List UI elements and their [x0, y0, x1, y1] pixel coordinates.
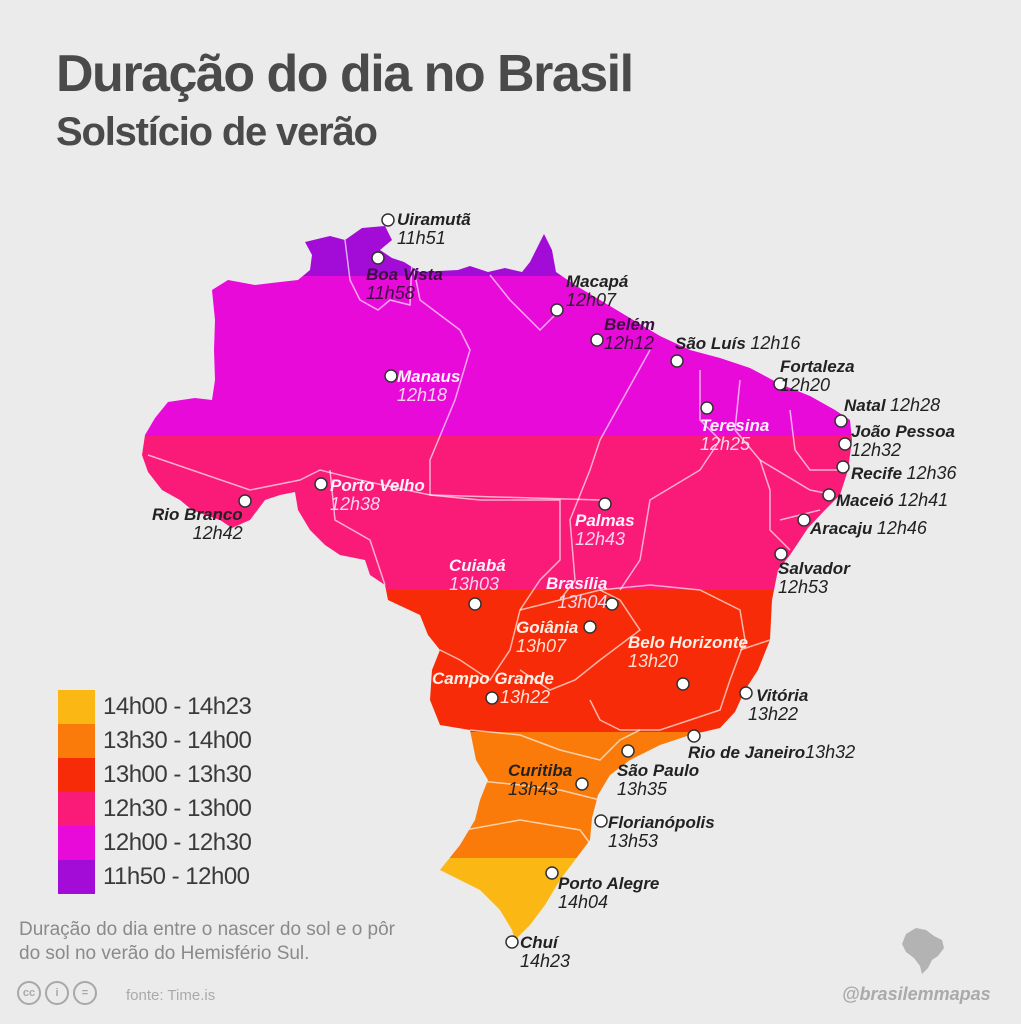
legend-item: 14h00 - 14h23 [58, 690, 252, 724]
city-label-vitoria: Vitória 13h22 [748, 686, 809, 724]
city-label-cuiaba: Cuiabá 13h03 [449, 556, 506, 594]
city-label-porto-alegre: Porto Alegre 14h04 [558, 874, 660, 912]
city-label-curitiba: Curitiba 13h43 [508, 761, 573, 799]
city-label-porto-velho: Porto Velho 12h38 [330, 476, 425, 514]
state-borders [147, 239, 840, 851]
author-handle[interactable]: @brasilemmapas [842, 984, 991, 1004]
no-derivatives-icon: = [73, 981, 97, 1005]
city-label-salvador: Salvador 12h53 [778, 559, 850, 597]
marker-brasilia[interactable] [605, 597, 619, 611]
marker-campo-grande[interactable] [485, 691, 499, 705]
source-credit: fonte: Time.is [126, 987, 216, 1004]
city-label-uiramuta: Uiramutã 11h51 [397, 210, 471, 248]
legend-swatch [58, 792, 95, 826]
city-label-rio-de-janeiro: Rio de Janeiro13h32 [688, 742, 856, 762]
marker-curitiba[interactable] [575, 777, 589, 791]
city-label-chui: Chuí 14h23 [520, 933, 571, 971]
city-label-recife: Recife 12h36 [851, 463, 957, 483]
city-label-sao-paulo: São Paulo 13h35 [617, 761, 700, 799]
city-label-aracaju: Aracaju 12h46 [810, 518, 927, 538]
marker-maceio[interactable] [822, 488, 836, 502]
city-label-fortaleza: Fortaleza 12h20 [780, 357, 855, 395]
legend-swatch [58, 860, 95, 894]
city-label-sao-luis: São Luís 12h16 [675, 333, 801, 353]
marker-boa-vista[interactable] [371, 251, 385, 265]
marker-recife[interactable] [836, 460, 850, 474]
legend-item: 13h00 - 13h30 [58, 758, 252, 792]
marker-rio-branco[interactable] [238, 494, 252, 508]
brazil-logo-icon [902, 928, 944, 974]
marker-palmas[interactable] [598, 497, 612, 511]
legend-swatch [58, 758, 95, 792]
marker-goiania[interactable] [583, 620, 597, 634]
legend-swatch [58, 690, 95, 724]
marker-natal[interactable] [834, 414, 848, 428]
city-label-belo-horizonte: Belo Horizonte 13h20 [628, 633, 748, 671]
city-label-maceio: Maceió 12h41 [836, 490, 949, 510]
marker-joao-pessoa[interactable] [838, 437, 852, 451]
city-label-joao-pessoa: João Pessoa 12h32 [851, 422, 955, 460]
band-1150-1200 [142, 226, 852, 276]
legend-item: 12h00 - 12h30 [58, 826, 252, 860]
marker-vitoria[interactable] [739, 686, 753, 700]
marker-florianopolis[interactable] [594, 814, 608, 828]
legend-swatch [58, 826, 95, 860]
marker-cuiaba[interactable] [468, 597, 482, 611]
marker-fortaleza[interactable] [773, 377, 787, 391]
marker-rio-de-janeiro[interactable] [687, 729, 701, 743]
cc-icon: cc [17, 981, 41, 1005]
footnote: Duração do dia entre o nascer do sol e o… [19, 919, 396, 964]
legend-item: 12h30 - 13h00 [58, 792, 252, 826]
city-label-belem: Belém 12h12 [604, 315, 656, 353]
city-label-macapa: Macapá 12h07 [566, 272, 629, 310]
page-title: Duração do dia no Brasil [56, 45, 634, 103]
marker-porto-velho[interactable] [314, 477, 328, 491]
license-icons: cc i = [17, 981, 97, 1005]
legend-item: 13h30 - 14h00 [58, 724, 252, 758]
city-markers [238, 213, 852, 949]
marker-aracaju[interactable] [797, 513, 811, 527]
marker-uiramuta[interactable] [381, 213, 395, 227]
city-label-rio-branco: Rio Branco 12h42 [152, 505, 243, 543]
city-label-palmas: Palmas 12h43 [575, 511, 635, 549]
marker-manaus[interactable] [384, 369, 398, 383]
marker-sao-paulo[interactable] [621, 744, 635, 758]
marker-belem[interactable] [590, 333, 604, 347]
attribution-icon: i [45, 981, 69, 1005]
city-label-natal: Natal 12h28 [844, 395, 941, 415]
page-subtitle: Solstício de verão [56, 110, 378, 154]
marker-chui[interactable] [505, 935, 519, 949]
marker-salvador[interactable] [774, 547, 788, 561]
city-label-goiania: Goiânia 13h07 [516, 618, 579, 656]
legend-item: 11h50 - 12h00 [58, 860, 251, 894]
color-legend: 14h00 - 14h23 13h30 - 14h00 13h00 - 13h3… [58, 690, 252, 894]
city-label-boa-vista: Boa Vista 11h58 [366, 265, 443, 303]
marker-teresina[interactable] [700, 401, 714, 415]
marker-belo-horizonte[interactable] [676, 677, 690, 691]
city-label-florianopolis: Florianópolis 13h53 [608, 813, 715, 851]
marker-porto-alegre[interactable] [545, 866, 559, 880]
marker-sao-luis[interactable] [670, 354, 684, 368]
marker-macapa[interactable] [550, 303, 564, 317]
city-label-brasilia: Brasília 13h04 [546, 574, 608, 612]
city-label-teresina: Teresina 12h25 [700, 416, 770, 454]
city-label-manaus: Manaus 12h18 [397, 367, 461, 405]
city-label-campo-grande: Campo Grande 13h22 [432, 669, 554, 707]
legend-swatch [58, 724, 95, 758]
